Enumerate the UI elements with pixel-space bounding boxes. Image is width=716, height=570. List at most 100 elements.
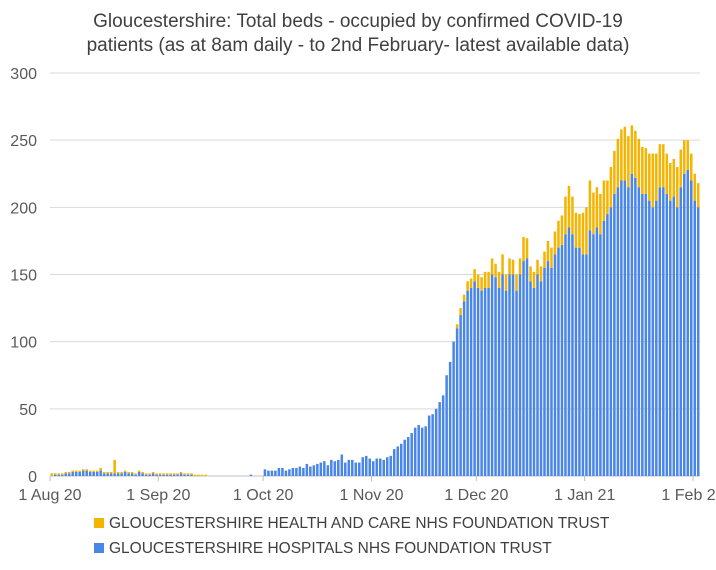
bar-hospitals (291, 467, 295, 476)
bar-hospitals (123, 471, 127, 476)
bar-hospitals (137, 471, 141, 476)
bar-hospitals (319, 462, 323, 476)
bar-hospitals (529, 281, 532, 476)
bar-health-care (518, 258, 522, 275)
bar-health-care (665, 153, 669, 194)
bar-hospitals (371, 461, 375, 476)
bar-health-care (543, 251, 546, 268)
bar-hospitals (109, 473, 113, 476)
bar-hospitals (630, 173, 634, 476)
bar-hospitals (490, 274, 494, 476)
bar-health-care (141, 471, 144, 474)
bar-hospitals (592, 234, 595, 476)
bar-health-care (78, 470, 81, 472)
bar-health-care (574, 212, 578, 248)
bar-health-care (165, 473, 169, 475)
bar-health-care (74, 470, 78, 472)
bar-health-care (693, 173, 697, 201)
bar-hospitals (277, 467, 281, 476)
bar-health-care (148, 473, 151, 475)
bar-hospitals (410, 433, 413, 476)
bar-health-care (134, 473, 137, 475)
bar-hospitals (452, 341, 455, 476)
bar-health-care (190, 473, 193, 475)
bar-hospitals (102, 473, 106, 476)
bar-hospitals (508, 274, 511, 476)
bar-hospitals (281, 467, 284, 476)
bar-hospitals (60, 474, 64, 476)
bar-health-care (529, 266, 532, 282)
bar-hospitals (333, 461, 337, 476)
bar-health-care (599, 193, 602, 235)
bar-health-care (634, 130, 637, 178)
bar-hospitals (358, 462, 361, 476)
x-tick-label: 1 Dec 20 (444, 487, 508, 504)
bar-health-care (102, 471, 106, 474)
bar-health-care (494, 263, 497, 278)
x-tick-label: 1 Feb 21 (661, 487, 716, 504)
bar-hospitals (176, 474, 179, 476)
bar-health-care (592, 192, 595, 235)
bar-health-care (539, 266, 543, 282)
bar-health-care (637, 138, 641, 188)
bar-hospitals (144, 474, 148, 476)
bar-hospitals (344, 462, 347, 476)
bar-health-care (476, 274, 480, 288)
bar-hospitals (553, 254, 557, 476)
bar-health-care (179, 471, 183, 474)
bar-hospitals (274, 470, 277, 476)
bar-health-care (497, 271, 501, 288)
bar-hospitals (95, 471, 99, 476)
bar-health-care (620, 129, 623, 181)
bars (50, 125, 700, 477)
bar-hospitals (120, 473, 123, 476)
bar-hospitals (679, 187, 683, 476)
bar-hospitals (599, 234, 602, 476)
bar-hospitals (676, 207, 679, 477)
bar-hospitals (309, 466, 312, 476)
y-tick-label: 250 (10, 133, 37, 150)
bar-hospitals (658, 187, 662, 476)
bar-hospitals (158, 474, 162, 476)
bar-health-care (536, 259, 539, 275)
bar-hospitals (543, 267, 546, 476)
bar-health-care (508, 258, 511, 275)
bar-health-care (651, 153, 655, 208)
bar-health-care (595, 187, 599, 228)
bar-health-care (588, 180, 592, 231)
bar-hospitals (78, 471, 81, 476)
x-tick-label: 1 Nov 20 (339, 487, 403, 504)
bar-hospitals (441, 395, 445, 476)
bar-health-care (585, 207, 588, 255)
bar-hospitals (501, 274, 504, 476)
bar-hospitals (532, 287, 536, 476)
bar-health-care (602, 180, 606, 221)
bar-health-care (176, 473, 179, 475)
bar-health-care (641, 146, 644, 194)
bar-hospitals (396, 446, 399, 476)
bar-health-care (567, 185, 571, 228)
x-tick-label: 1 Jan 21 (554, 487, 615, 504)
bar-health-care (560, 215, 564, 245)
bar-hospitals (522, 261, 525, 476)
bar-hospitals (179, 473, 183, 476)
bar-health-care (162, 473, 165, 475)
bar-hospitals (116, 473, 120, 476)
bar-hospitals (316, 463, 319, 476)
bar-health-care (197, 474, 200, 476)
bar-hospitals (595, 227, 599, 476)
bar-health-care (172, 473, 176, 475)
bar-hospitals (67, 473, 71, 476)
bar-hospitals (466, 290, 469, 476)
bar-health-care (578, 214, 581, 248)
bar-health-care (613, 150, 616, 194)
bar-health-care (60, 473, 64, 475)
bar-hospitals (550, 267, 553, 476)
bar-hospitals (462, 301, 466, 476)
bar-hospitals (113, 473, 116, 476)
gridlines (50, 72, 700, 477)
bar-hospitals (473, 281, 476, 476)
y-axis-ticks: 0 50 100 150 200 250 300 (10, 66, 37, 486)
legend-swatch-health-care (94, 518, 104, 528)
bar-health-care (88, 470, 92, 472)
